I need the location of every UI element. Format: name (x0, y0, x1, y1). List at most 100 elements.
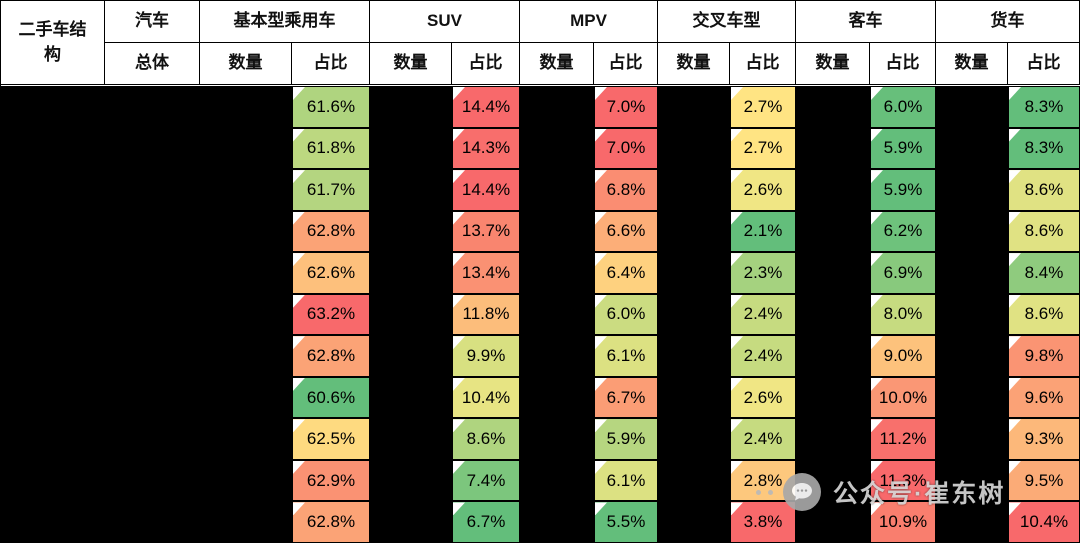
row-label-cell-redacted (1, 376, 105, 419)
subheader-pct-crossover: 占比 (730, 43, 796, 85)
pct-value: 2.4% (743, 429, 783, 449)
header-group-crossover: 交叉车型 (658, 1, 796, 43)
pct-cell: 6.2% (870, 210, 936, 253)
pct-value: 2.4% (743, 304, 783, 324)
pct-cell: 5.9% (870, 127, 936, 170)
pct-cell: 6.0% (594, 293, 658, 336)
row-label-cell-redacted (1, 459, 105, 502)
pct-cell: 6.7% (452, 501, 520, 543)
header-group-truck: 货车 (936, 1, 1080, 43)
qty-cell-redacted (200, 335, 292, 377)
qty-cell-redacted (370, 376, 452, 419)
pct-cell: 8.3% (1008, 127, 1080, 170)
watermark-dots (756, 489, 773, 495)
pct-cell: 8.3% (1008, 86, 1080, 128)
pct-value: 10.4% (461, 387, 511, 407)
qty-cell-redacted (936, 86, 1008, 128)
row-label-cell-redacted (1, 169, 105, 211)
pct-cell: 2.3% (730, 252, 796, 294)
row-label-cell-redacted (1, 501, 105, 543)
qty-cell-redacted (936, 252, 1008, 294)
subheader-pct-mpv: 占比 (594, 43, 658, 85)
qty-cell-redacted (796, 169, 870, 211)
pct-value: 60.6% (306, 387, 356, 407)
pct-cell: 61.7% (292, 169, 370, 211)
pct-cell: 11.3% (870, 459, 936, 502)
pct-cell: 8.6% (1008, 210, 1080, 253)
pct-cell: 62.8% (292, 501, 370, 543)
total-cell-redacted (105, 252, 200, 294)
qty-cell-redacted (796, 293, 870, 336)
row-label-cell-redacted (1, 252, 105, 294)
qty-cell-redacted (796, 418, 870, 460)
pct-cell: 8.6% (452, 418, 520, 460)
pct-cell: 5.9% (594, 418, 658, 460)
qty-cell-redacted (520, 459, 594, 502)
qty-cell-redacted (658, 86, 730, 128)
qty-cell-redacted (936, 169, 1008, 211)
pct-cell: 62.6% (292, 252, 370, 294)
qty-cell-redacted (936, 501, 1008, 543)
qty-cell-redacted (370, 210, 452, 253)
pct-cell: 62.8% (292, 210, 370, 253)
pct-value: 2.1% (743, 221, 783, 241)
pct-value: 8.3% (1024, 96, 1064, 116)
pct-value: 8.0% (883, 304, 923, 324)
pct-cell: 6.1% (594, 335, 658, 377)
total-cell-redacted (105, 418, 200, 460)
pct-cell: 6.4% (594, 252, 658, 294)
pct-value: 62.8% (306, 512, 356, 532)
qty-cell-redacted (936, 335, 1008, 377)
qty-cell-redacted (520, 418, 594, 460)
qty-cell-redacted (200, 169, 292, 211)
pct-cell: 60.6% (292, 376, 370, 419)
qty-cell-redacted (796, 86, 870, 128)
pct-cell: 14.3% (452, 127, 520, 170)
pct-value: 8.6% (1024, 304, 1064, 324)
pct-cell: 9.6% (1008, 376, 1080, 419)
table-body: 61.6% 14.4% 7.0% 2.7% 6.0% 8.3% 61.8% 14.3% 7.0%… (0, 86, 1080, 543)
pct-value: 7.4% (466, 470, 506, 490)
qty-cell-redacted (658, 293, 730, 336)
pct-value: 10.0% (878, 387, 928, 407)
pct-cell: 3.8% (730, 501, 796, 543)
pct-cell: 10.0% (870, 376, 936, 419)
qty-cell-redacted (936, 293, 1008, 336)
total-cell-redacted (105, 459, 200, 502)
pct-cell: 9.9% (452, 335, 520, 377)
pct-value: 7.0% (606, 138, 646, 158)
pct-cell: 2.4% (730, 418, 796, 460)
total-cell-redacted (105, 86, 200, 128)
pct-value: 8.4% (1024, 262, 1064, 282)
header-total: 总体 (105, 43, 200, 85)
pct-value: 5.9% (606, 429, 646, 449)
pct-cell: 9.0% (870, 335, 936, 377)
pct-value: 9.5% (1024, 470, 1064, 490)
qty-cell-redacted (658, 501, 730, 543)
pct-value: 11.8% (462, 304, 510, 324)
pct-cell: 7.0% (594, 86, 658, 128)
pct-value: 11.3% (879, 470, 927, 490)
row-label-cell-redacted (1, 127, 105, 170)
pct-value: 6.2% (883, 221, 923, 241)
pct-value: 2.7% (743, 96, 783, 116)
pct-cell: 11.8% (452, 293, 520, 336)
pct-cell: 2.4% (730, 293, 796, 336)
total-cell-redacted (105, 169, 200, 211)
pct-value: 6.4% (606, 262, 646, 282)
qty-cell-redacted (370, 335, 452, 377)
pct-value: 9.8% (1024, 346, 1064, 366)
pct-value: 7.0% (606, 96, 646, 116)
pct-value: 61.8% (306, 138, 356, 158)
pct-value: 10.4% (1019, 512, 1069, 532)
row-label-cell-redacted (1, 210, 105, 253)
pct-value: 3.8% (743, 512, 783, 532)
qty-cell-redacted (658, 169, 730, 211)
qty-cell-redacted (936, 418, 1008, 460)
qty-cell-redacted (796, 127, 870, 170)
qty-cell-redacted (370, 293, 452, 336)
qty-cell-redacted (936, 127, 1008, 170)
subheader-qty-mpv: 数量 (520, 43, 594, 85)
qty-cell-redacted (796, 376, 870, 419)
